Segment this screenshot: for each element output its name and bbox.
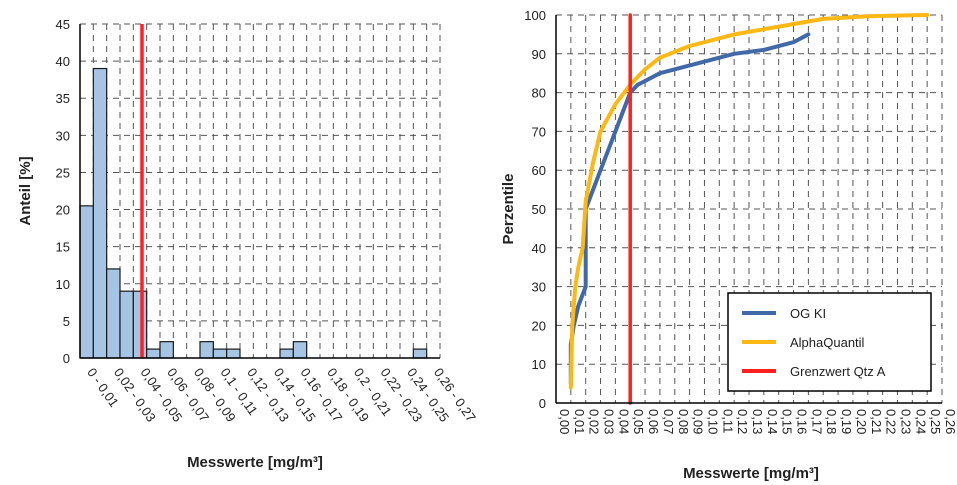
percentile-y-tick-label: 90 xyxy=(532,47,546,62)
percentile-y-tick-label: 10 xyxy=(532,357,546,372)
percentile-x-tick-label: 0,18 xyxy=(824,409,839,434)
percentile-x-tick-label: 0,25 xyxy=(928,409,943,434)
histogram-y-tick-label: 5 xyxy=(63,314,70,329)
percentile-y-tick-label: 70 xyxy=(532,124,546,139)
percentile-x-tick-label: 0,20 xyxy=(854,409,869,434)
histogram-y-tick-label: 40 xyxy=(56,54,70,69)
histogram-bar xyxy=(199,341,214,359)
percentile-x-tick-label: 0,15 xyxy=(780,409,795,434)
percentile-x-tick-label: 0,23 xyxy=(898,409,913,434)
histogram-bar xyxy=(292,341,308,359)
histogram-bar xyxy=(119,290,134,359)
percentile-x-tick-label: 0,24 xyxy=(913,409,928,434)
percentile-x-tick-label: 0,11 xyxy=(720,409,735,433)
percentile-x-tick-label: 0,01 xyxy=(572,409,587,434)
legend-label: OG KI xyxy=(790,306,826,321)
histogram-y-tick-label: 10 xyxy=(56,277,70,292)
histogram-bar xyxy=(212,348,228,359)
percentile-x-tick-label: 0,00 xyxy=(557,409,572,434)
percentile-y-tick-label: 100 xyxy=(524,8,546,23)
percentile-y-tick-label: 30 xyxy=(532,280,546,295)
histogram-bar xyxy=(279,348,294,359)
legend-label: AlphaQuantil xyxy=(790,335,865,350)
series-line-og-ki xyxy=(568,32,811,386)
histogram-bar xyxy=(146,348,161,359)
percentile-y-tick-label: 40 xyxy=(532,241,546,256)
histogram-x-axis-title: Messwerte [mg/m³] xyxy=(187,454,323,471)
series-line-alphaquantil xyxy=(568,13,930,390)
percentile-y-tick-label: 60 xyxy=(532,163,546,178)
percentile-x-tick-label: 0,12 xyxy=(735,409,750,434)
percentile-x-tick-label: 0,02 xyxy=(587,409,602,434)
histogram-y-tick-label: 25 xyxy=(56,165,70,180)
histogram-y-tick-label: 15 xyxy=(56,240,70,255)
percentile-x-tick-label: 0,05 xyxy=(631,409,646,434)
histogram-y-tick-label: 20 xyxy=(56,203,70,218)
percentile-x-tick-label: 0,16 xyxy=(795,409,810,434)
percentile-x-tick-label: 0,13 xyxy=(750,409,765,434)
legend-label: Grenzwert Qtz A xyxy=(790,364,886,379)
histogram-y-tick-label: 30 xyxy=(56,128,70,143)
percentile-x-tick-label: 0,06 xyxy=(646,409,661,434)
percentile-x-tick-label: 0,19 xyxy=(839,409,854,434)
percentile-y-tick-label: 50 xyxy=(532,202,546,217)
histogram-bar xyxy=(132,290,148,359)
percentile-x-tick-label: 0,07 xyxy=(661,409,676,434)
percentile-x-tick-label: 0,04 xyxy=(616,409,631,434)
histogram-bar xyxy=(159,341,174,359)
percentile-x-tick-label: 0,21 xyxy=(869,409,884,434)
percentile-y-tick-label: 0 xyxy=(539,396,546,411)
percentile-y-tick-label: 20 xyxy=(532,318,546,333)
histogram-bar xyxy=(92,67,108,359)
percentile-x-tick-label: 0,17 xyxy=(809,409,824,434)
percentile-x-tick-label: 0,09 xyxy=(691,409,706,434)
histogram-y-tick-label: 0 xyxy=(63,351,70,366)
percentile-x-axis-title: Messwerte [mg/m³] xyxy=(683,465,819,482)
histogram-y-tick-label: 45 xyxy=(56,17,70,32)
percentile-x-tick-label: 0,08 xyxy=(676,409,691,434)
percentile-x-tick-label: 0,03 xyxy=(602,409,617,434)
percentile-x-tick-label: 0,22 xyxy=(884,409,899,434)
histogram-y-axis-title: Anteil [%] xyxy=(17,156,34,225)
percentile-y-tick-label: 80 xyxy=(532,86,546,101)
percentile-x-tick-label: 0,26 xyxy=(943,409,957,434)
histogram-y-tick-label: 35 xyxy=(56,91,70,106)
histogram-bar xyxy=(412,348,428,359)
legend-box xyxy=(727,292,932,392)
histogram-bar xyxy=(79,205,94,359)
histogram-bar xyxy=(106,268,121,359)
percentile-x-tick-label: 0,14 xyxy=(765,409,780,434)
histogram-bar xyxy=(226,348,241,359)
percentile-y-axis-title: Perzentile xyxy=(500,174,517,245)
percentile-x-tick-label: 0,10 xyxy=(705,409,720,434)
